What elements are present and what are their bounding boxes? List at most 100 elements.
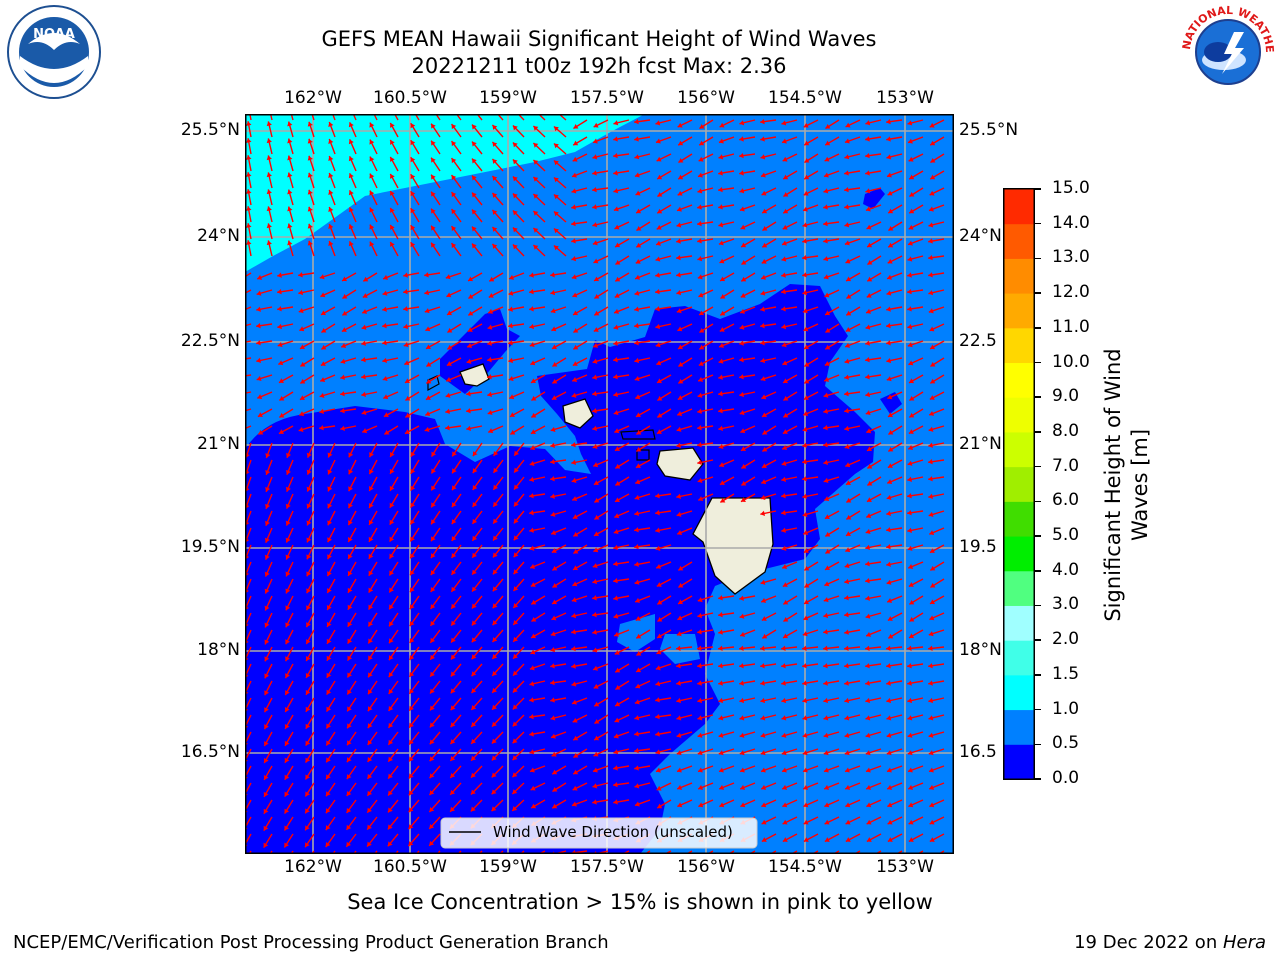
island-kauai [459, 363, 490, 387]
colorbar-segment [1004, 258, 1034, 294]
lon-tick-bottom: 156°W [677, 857, 735, 877]
colorbar-segment [1004, 501, 1034, 537]
colorbar-tick-mark [1035, 708, 1041, 711]
colorbar-tick-label: 12.0 [1052, 282, 1090, 303]
colorbar-tick-mark [1035, 465, 1041, 468]
colorbar-segment [1004, 223, 1034, 259]
island-niihau [427, 375, 440, 392]
colorbar-tick-label: 9.0 [1052, 386, 1080, 407]
colorbar-segment [1004, 570, 1034, 606]
sea-ice-note: Sea Ice Concentration > 15% is shown in … [347, 890, 933, 914]
colorbar-segment [1004, 431, 1034, 468]
lat-tick-left: 18°N [197, 640, 240, 660]
colorbar-tick-mark [1035, 188, 1041, 190]
lon-tick-bottom: 159°W [479, 857, 537, 877]
lat-tick-right: 25.5°N [959, 120, 1019, 140]
colorbar-tick-mark [1035, 604, 1041, 607]
colorbar-tick-label: 14.0 [1052, 212, 1090, 233]
island-maui [656, 447, 704, 481]
nws-logo: NATIONAL WEATHER SERVICE [1178, 2, 1276, 99]
lat-tick-left: 25.5°N [180, 120, 240, 140]
colorbar-tick-label: 1.0 [1052, 698, 1080, 719]
lat-tick-right: 22.5 [959, 331, 997, 351]
colorbar-segment [1004, 293, 1034, 329]
chart-subtitle: 20221211 t00z 192h fcst Max: 2.36 [411, 54, 787, 78]
colorbar-tick-mark [1035, 222, 1041, 225]
colorbar-tick-mark [1035, 535, 1041, 537]
lon-tick-top: 162°W [284, 88, 342, 108]
footer-right: 19 Dec 2022 on Hera [1074, 932, 1266, 953]
lat-tick-left: 21°N [197, 434, 240, 454]
colorbar-tick-mark [1035, 570, 1041, 572]
svg-text:NOAA: NOAA [33, 27, 75, 42]
lat-tick-right: 16.5 [959, 742, 997, 762]
lat-tick-left: 24°N [197, 226, 240, 246]
colorbar-segment [1004, 536, 1034, 572]
lon-tick-bottom: 160.5°W [373, 857, 447, 877]
lon-tick-bottom: 162°W [284, 857, 342, 877]
island-oahu [562, 398, 594, 429]
map-frame [245, 114, 954, 854]
colorbar-tick-mark [1035, 361, 1041, 364]
colorbar-tick-mark [1035, 257, 1041, 260]
colorbar-tick-label: 1.5 [1052, 663, 1080, 684]
lon-tick-bottom: 157.5°W [570, 857, 644, 877]
colorbar-tick-label: 8.0 [1052, 420, 1080, 441]
lat-tick-right: 24°N [959, 226, 1002, 246]
colorbar-segment [1004, 744, 1034, 780]
colorbar-tick-label: 10.0 [1052, 351, 1090, 372]
chart-title: GEFS MEAN Hawaii Significant Height of W… [321, 27, 877, 51]
wave-band-0.0-0.5 [245, 284, 875, 854]
colorbar-tick-label: 5.0 [1052, 525, 1080, 546]
colorbar-segment [1004, 709, 1034, 745]
lat-tick-left: 16.5°N [180, 742, 240, 762]
lon-tick-bottom: 154.5°W [768, 857, 842, 877]
colorbar-tick-label: 11.0 [1052, 316, 1090, 337]
lon-tick-top: 159°W [479, 88, 537, 108]
legend-label: Wind Wave Direction (unscaled) [493, 823, 733, 841]
colorbar-segment [1004, 605, 1034, 641]
colorbar-segment [1004, 327, 1034, 364]
colorbar-tick-mark [1035, 743, 1041, 746]
colorbar-segment [1004, 674, 1034, 711]
colorbar-tick-label: 7.0 [1052, 455, 1080, 476]
colorbar-segment [1004, 397, 1034, 433]
lon-tick-top: 153°W [876, 88, 934, 108]
lat-tick-right: 18°N [959, 640, 1002, 660]
wind-wave-direction-arrows [245, 114, 945, 854]
colorbar-segment [1004, 189, 1034, 225]
lon-tick-top: 160.5°W [373, 88, 447, 108]
colorbar-tick-mark [1035, 292, 1041, 294]
lat-tick-right: 19.5 [959, 537, 997, 557]
colorbar-tick-label: 15.0 [1052, 178, 1090, 198]
map-gridlines [245, 114, 954, 854]
colorbar-tick-label: 0.5 [1052, 733, 1080, 754]
colorbar [1003, 188, 1035, 780]
colorbar-tick-mark [1035, 500, 1041, 503]
colorbar-tick-mark [1035, 396, 1041, 398]
lon-tick-top: 154.5°W [768, 88, 842, 108]
colorbar-tick-label: 13.0 [1052, 247, 1090, 268]
colorbar-tick-label: 6.0 [1052, 490, 1080, 511]
lat-tick-left: 19.5°N [180, 537, 240, 557]
colorbar-segment [1004, 466, 1034, 502]
noaa-logo: NOAA [7, 5, 101, 99]
colorbar-tick-mark [1035, 327, 1041, 329]
colorbar-tick-mark [1035, 431, 1041, 433]
footer-left: NCEP/EMC/Verification Post Processing Pr… [13, 932, 609, 953]
colorbar-tick-label: 0.0 [1052, 768, 1080, 788]
colorbar-tick-mark [1035, 778, 1041, 780]
lon-tick-top: 156°W [677, 88, 735, 108]
island-hawaii [692, 497, 774, 595]
map-legend: Wind Wave Direction (unscaled) [440, 817, 758, 849]
lat-tick-right: 21°N [959, 434, 1002, 454]
lat-tick-left: 22.5°N [180, 331, 240, 351]
colorbar-tick-label: 4.0 [1052, 559, 1080, 580]
colorbar-tick-label: 2.0 [1052, 629, 1080, 650]
lon-tick-top: 157.5°W [570, 88, 644, 108]
colorbar-segment [1004, 640, 1034, 676]
map-plot: Wind Wave Direction (unscaled) [245, 114, 954, 854]
colorbar-tick-mark [1035, 674, 1041, 676]
lon-tick-bottom: 153°W [876, 857, 934, 877]
colorbar-tick-mark [1035, 639, 1041, 641]
